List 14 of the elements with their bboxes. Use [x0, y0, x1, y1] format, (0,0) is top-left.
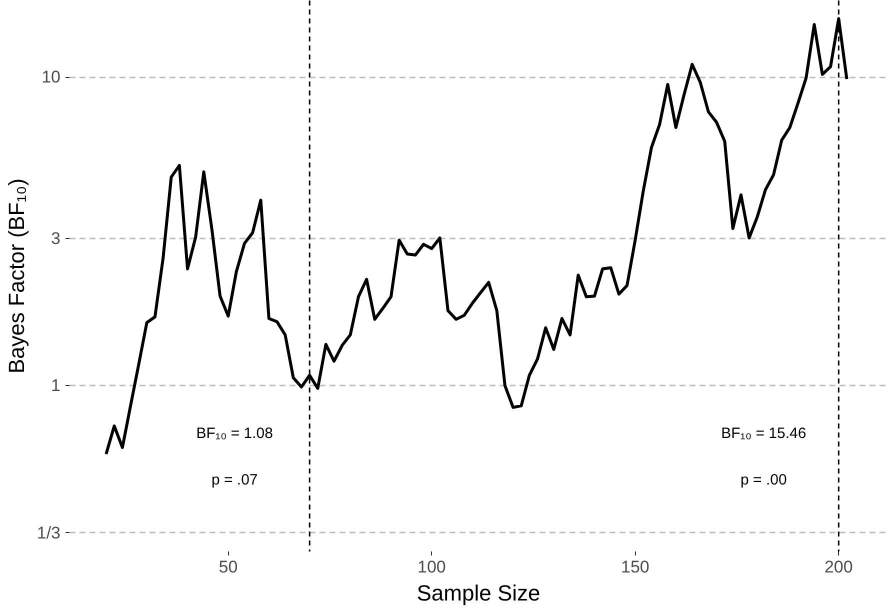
annotation: BF₁₀ = 15.46 — [721, 425, 806, 442]
y-tick-label: 10 — [42, 68, 61, 87]
y-tick-label: 3 — [51, 228, 61, 248]
y-tick-label: 1/3 — [36, 523, 61, 542]
x-axis-title: Sample Size — [416, 580, 540, 606]
annotation: BF₁₀ = 1.08 — [196, 425, 273, 442]
x-tick-label: 100 — [418, 558, 446, 576]
x-tick-label: 50 — [218, 558, 238, 576]
x-tick-label: 150 — [621, 558, 650, 576]
y-axis-title: Bayes Factor (BF₁₀) — [4, 178, 29, 374]
y-tick-label: 1 — [51, 376, 61, 396]
annotation: p = .07 — [211, 471, 258, 488]
annotation: p = .00 — [740, 471, 787, 488]
x-tick-label: 200 — [824, 558, 853, 576]
